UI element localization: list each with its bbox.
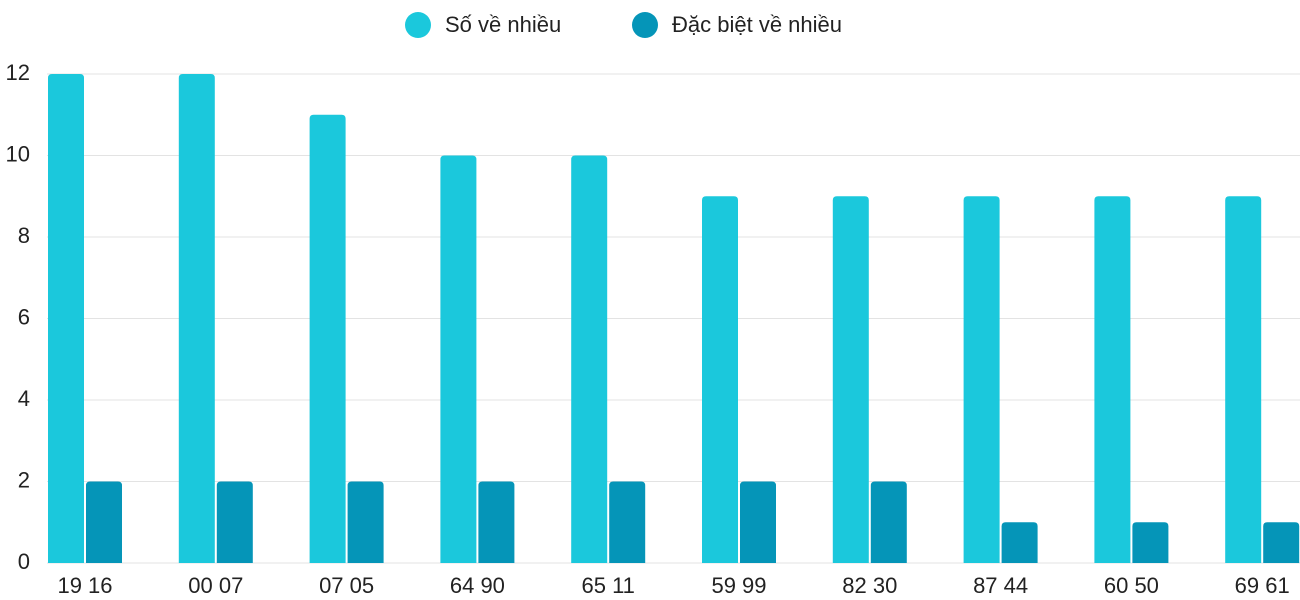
bar	[571, 155, 608, 563]
bar	[1001, 522, 1038, 563]
bar	[86, 481, 122, 563]
x-tick-label: 07 05	[319, 573, 374, 598]
x-tick-label: 65 11	[581, 573, 634, 598]
x-tick-label: 59 99	[711, 573, 766, 598]
y-tick-label: 12	[6, 60, 30, 85]
bar	[309, 114, 346, 563]
x-tick-label: 60 50	[1104, 573, 1159, 598]
bar	[1094, 196, 1131, 563]
x-tick-label: 87 44	[973, 573, 1028, 598]
bar	[48, 74, 84, 563]
x-tick-label: 00 07	[188, 573, 243, 598]
y-tick-label: 8	[18, 223, 30, 248]
legend-marker	[405, 12, 431, 38]
bar	[832, 196, 869, 563]
y-tick-label: 4	[18, 386, 30, 411]
x-tick-label: 64 90	[450, 573, 505, 598]
bar	[347, 481, 384, 563]
y-tick-label: 6	[18, 304, 30, 329]
bar	[440, 155, 477, 563]
bar	[216, 481, 253, 563]
bar	[1263, 522, 1300, 563]
y-tick-label: 0	[18, 549, 30, 574]
bar	[702, 196, 738, 563]
bar	[609, 481, 646, 563]
legend-label: Số về nhiều	[445, 12, 561, 37]
bar	[870, 481, 907, 563]
bar	[178, 74, 215, 563]
bar	[1225, 196, 1262, 563]
x-tick-label: 82 30	[842, 573, 897, 598]
bar	[963, 196, 1000, 563]
y-tick-label: 10	[6, 141, 30, 166]
legend-marker	[632, 12, 658, 38]
bar	[740, 481, 776, 563]
y-tick-label: 2	[18, 467, 30, 492]
x-tick-label: 69 61	[1235, 573, 1290, 598]
x-tick-label: 19 16	[57, 573, 112, 598]
bar	[1132, 522, 1169, 563]
bar	[478, 481, 515, 563]
legend-label: Đặc biệt về nhiều	[672, 12, 842, 37]
